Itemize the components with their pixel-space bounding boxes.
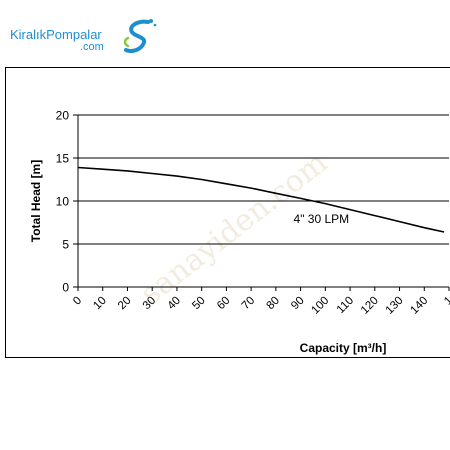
x-tick-label: 100	[309, 295, 331, 317]
y-tick-label: 15	[56, 152, 70, 166]
x-tick-label: 80	[264, 295, 282, 313]
logo-domain: .com	[80, 41, 104, 53]
grid-lines	[78, 114, 449, 288]
logo-text: KiralıkPompalar	[10, 27, 102, 42]
x-tick-label: 130	[384, 295, 406, 317]
x-tick-label: 70	[240, 295, 258, 313]
x-tick-label: 60	[215, 295, 233, 313]
series-annotation: 4" 30 LPM	[294, 212, 350, 226]
x-tick-label: 90	[289, 295, 307, 313]
series-line	[77, 166, 445, 233]
axes	[73, 114, 450, 291]
y-tick-label: 0	[62, 281, 69, 295]
y-tick-label: 10	[56, 195, 70, 209]
y-tick-label: 20	[56, 109, 70, 123]
x-tick-label: 1	[442, 295, 450, 308]
x-tick-label: 20	[116, 295, 134, 313]
x-tick-labels: 0 10 20 30 40 50 60 70 80 90 100 110 120 130 140 1	[71, 295, 450, 317]
x-tick-label: 10	[91, 295, 109, 313]
y-tick-labels: 0 5 10 15 20	[56, 109, 70, 295]
x-tick-label: 120	[359, 295, 381, 317]
x-tick-label: 50	[190, 295, 208, 313]
site-logo[interactable]: KiralıkPompalar .com	[10, 10, 160, 58]
x-tick-label: 0	[71, 295, 84, 308]
x-tick-label: 140	[408, 295, 430, 317]
x-axis-label: Capacity [m³/h]	[300, 341, 387, 355]
water-drop-swirl-icon	[123, 19, 157, 53]
x-tick-label: 110	[335, 295, 356, 316]
chart-frame	[5, 67, 450, 358]
annotations: 4" 30 LPM	[294, 212, 350, 226]
series-lines	[77, 166, 445, 233]
y-tick-label: 5	[62, 238, 69, 252]
y-axis-label: Total Head [m]	[29, 160, 43, 242]
